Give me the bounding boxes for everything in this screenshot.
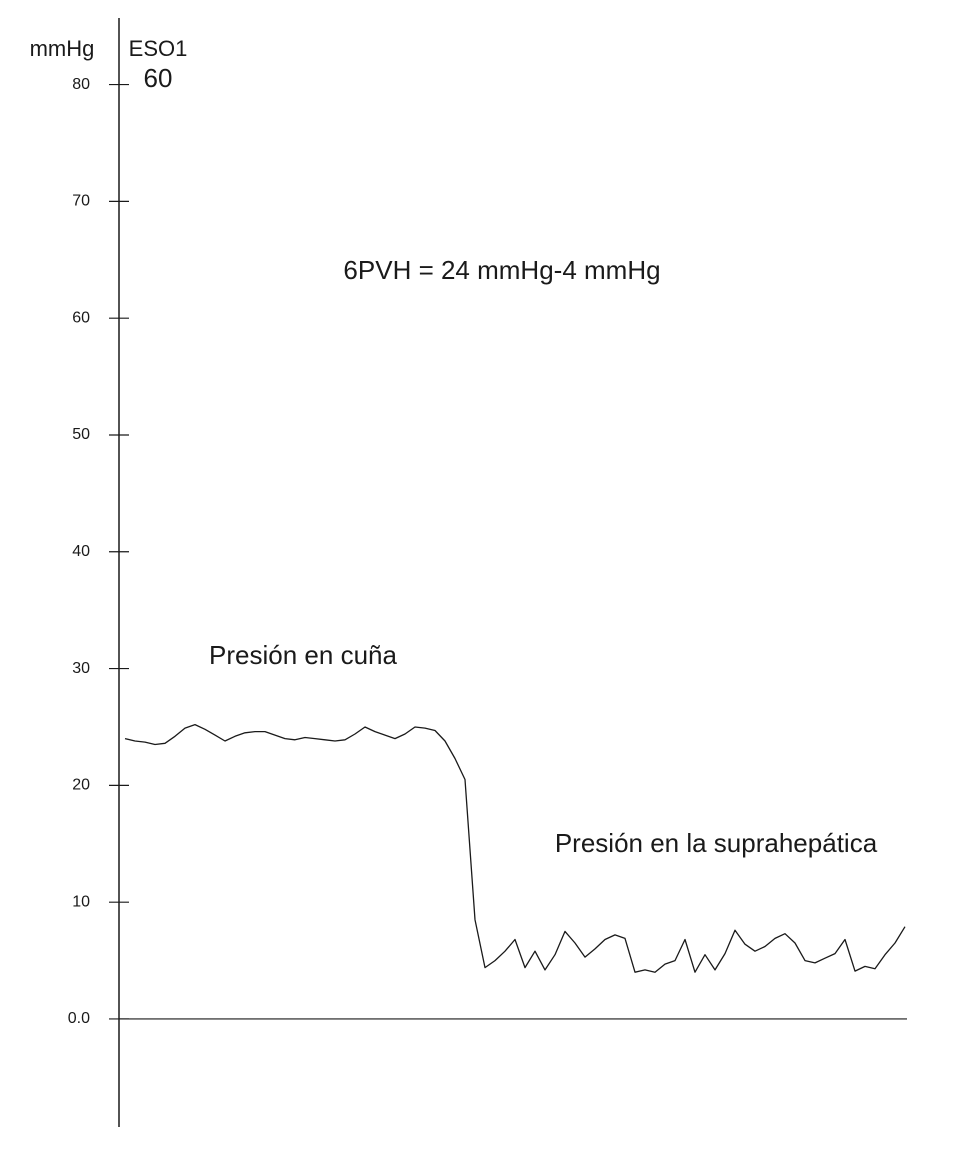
annotation: 6PVH = 24 mmHg-4 mmHg — [343, 255, 660, 285]
y-tick-label: 60 — [72, 309, 90, 326]
y-axis-label: mmHg — [30, 36, 95, 61]
y-tick-label: 30 — [72, 660, 90, 677]
annotation: Presión en cuña — [209, 640, 397, 670]
y-tick-label: 20 — [72, 777, 90, 794]
y-tick-label: 0.0 — [68, 1010, 90, 1027]
annotation: Presión en la suprahepática — [555, 828, 878, 858]
channel-label: ESO1 — [129, 36, 188, 61]
y-tick-label: 70 — [72, 193, 90, 210]
pressure-trace — [124, 723, 906, 973]
channel-value: 60 — [144, 63, 173, 93]
y-tick-label: 50 — [72, 426, 90, 443]
y-tick-label: 80 — [72, 76, 90, 93]
y-tick-label: 10 — [72, 893, 90, 910]
y-tick-label: 40 — [72, 543, 90, 560]
